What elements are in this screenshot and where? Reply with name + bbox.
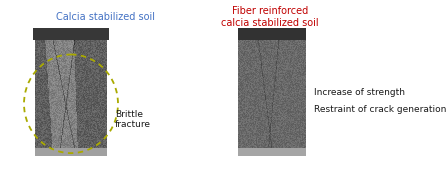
- Text: Fiber reinforced
calcia stabilized soil: Fiber reinforced calcia stabilized soil: [221, 6, 319, 28]
- Text: Increase of strength: Increase of strength: [314, 88, 405, 97]
- Text: Brittle
fracture: Brittle fracture: [115, 110, 151, 129]
- Text: Calcia stabilized soil: Calcia stabilized soil: [56, 12, 155, 22]
- Text: Restraint of crack generation: Restraint of crack generation: [314, 105, 447, 114]
